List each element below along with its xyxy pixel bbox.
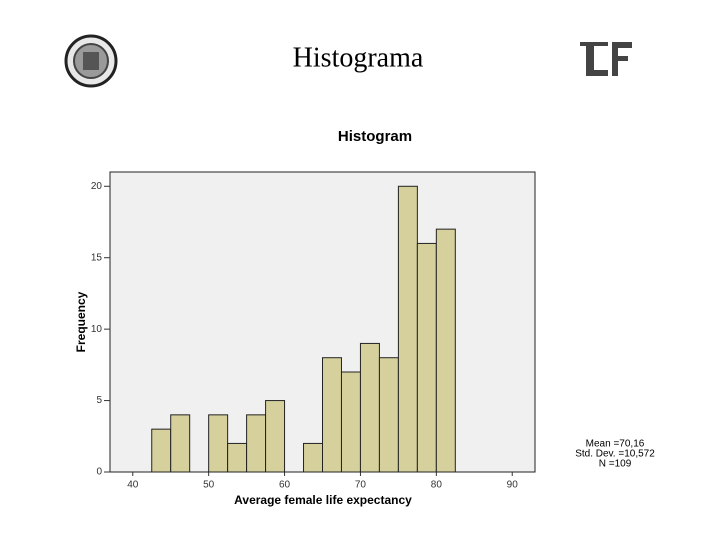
x-tick-label: 70 <box>355 480 367 491</box>
bar <box>378 357 399 473</box>
stat-annotation: Std. Dev. =10,572 <box>575 449 655 460</box>
y-tick-label: 5 <box>96 395 102 406</box>
bar <box>416 242 437 473</box>
x-axis-label: Average female life expectancy <box>234 493 412 507</box>
bar <box>322 357 342 473</box>
y-tick-label: 0 <box>96 467 102 478</box>
y-tick-label: 10 <box>91 324 103 335</box>
x-tick-label: 80 <box>431 480 443 491</box>
left-logo <box>64 34 118 88</box>
bar <box>227 442 248 473</box>
right-logo <box>580 42 632 76</box>
stat-annotation: Mean =70,16 <box>586 439 645 450</box>
chart-title: Histogram <box>338 128 412 145</box>
x-tick-label: 60 <box>279 480 291 491</box>
bar <box>170 414 191 473</box>
x-tick-label: 50 <box>203 480 215 491</box>
x-tick-label: 90 <box>507 480 519 491</box>
bar <box>303 442 324 473</box>
bar <box>397 185 418 473</box>
y-axis-label: Frequency <box>74 291 88 352</box>
y-tick-label: 15 <box>91 252 103 263</box>
stat-annotation: N =109 <box>599 459 632 470</box>
bar <box>246 414 267 473</box>
bar <box>265 400 286 473</box>
y-tick-label: 20 <box>91 181 103 192</box>
bar <box>208 414 229 473</box>
bar <box>435 228 456 473</box>
x-tick-label: 40 <box>127 480 139 491</box>
bar <box>359 342 380 473</box>
slide-title: Histograma <box>293 42 424 73</box>
bar <box>340 371 361 473</box>
bar <box>151 428 172 473</box>
